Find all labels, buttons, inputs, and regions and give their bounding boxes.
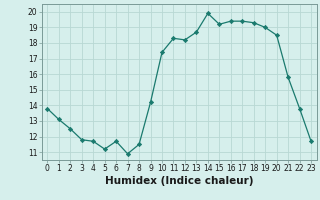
X-axis label: Humidex (Indice chaleur): Humidex (Indice chaleur) [105, 176, 253, 186]
